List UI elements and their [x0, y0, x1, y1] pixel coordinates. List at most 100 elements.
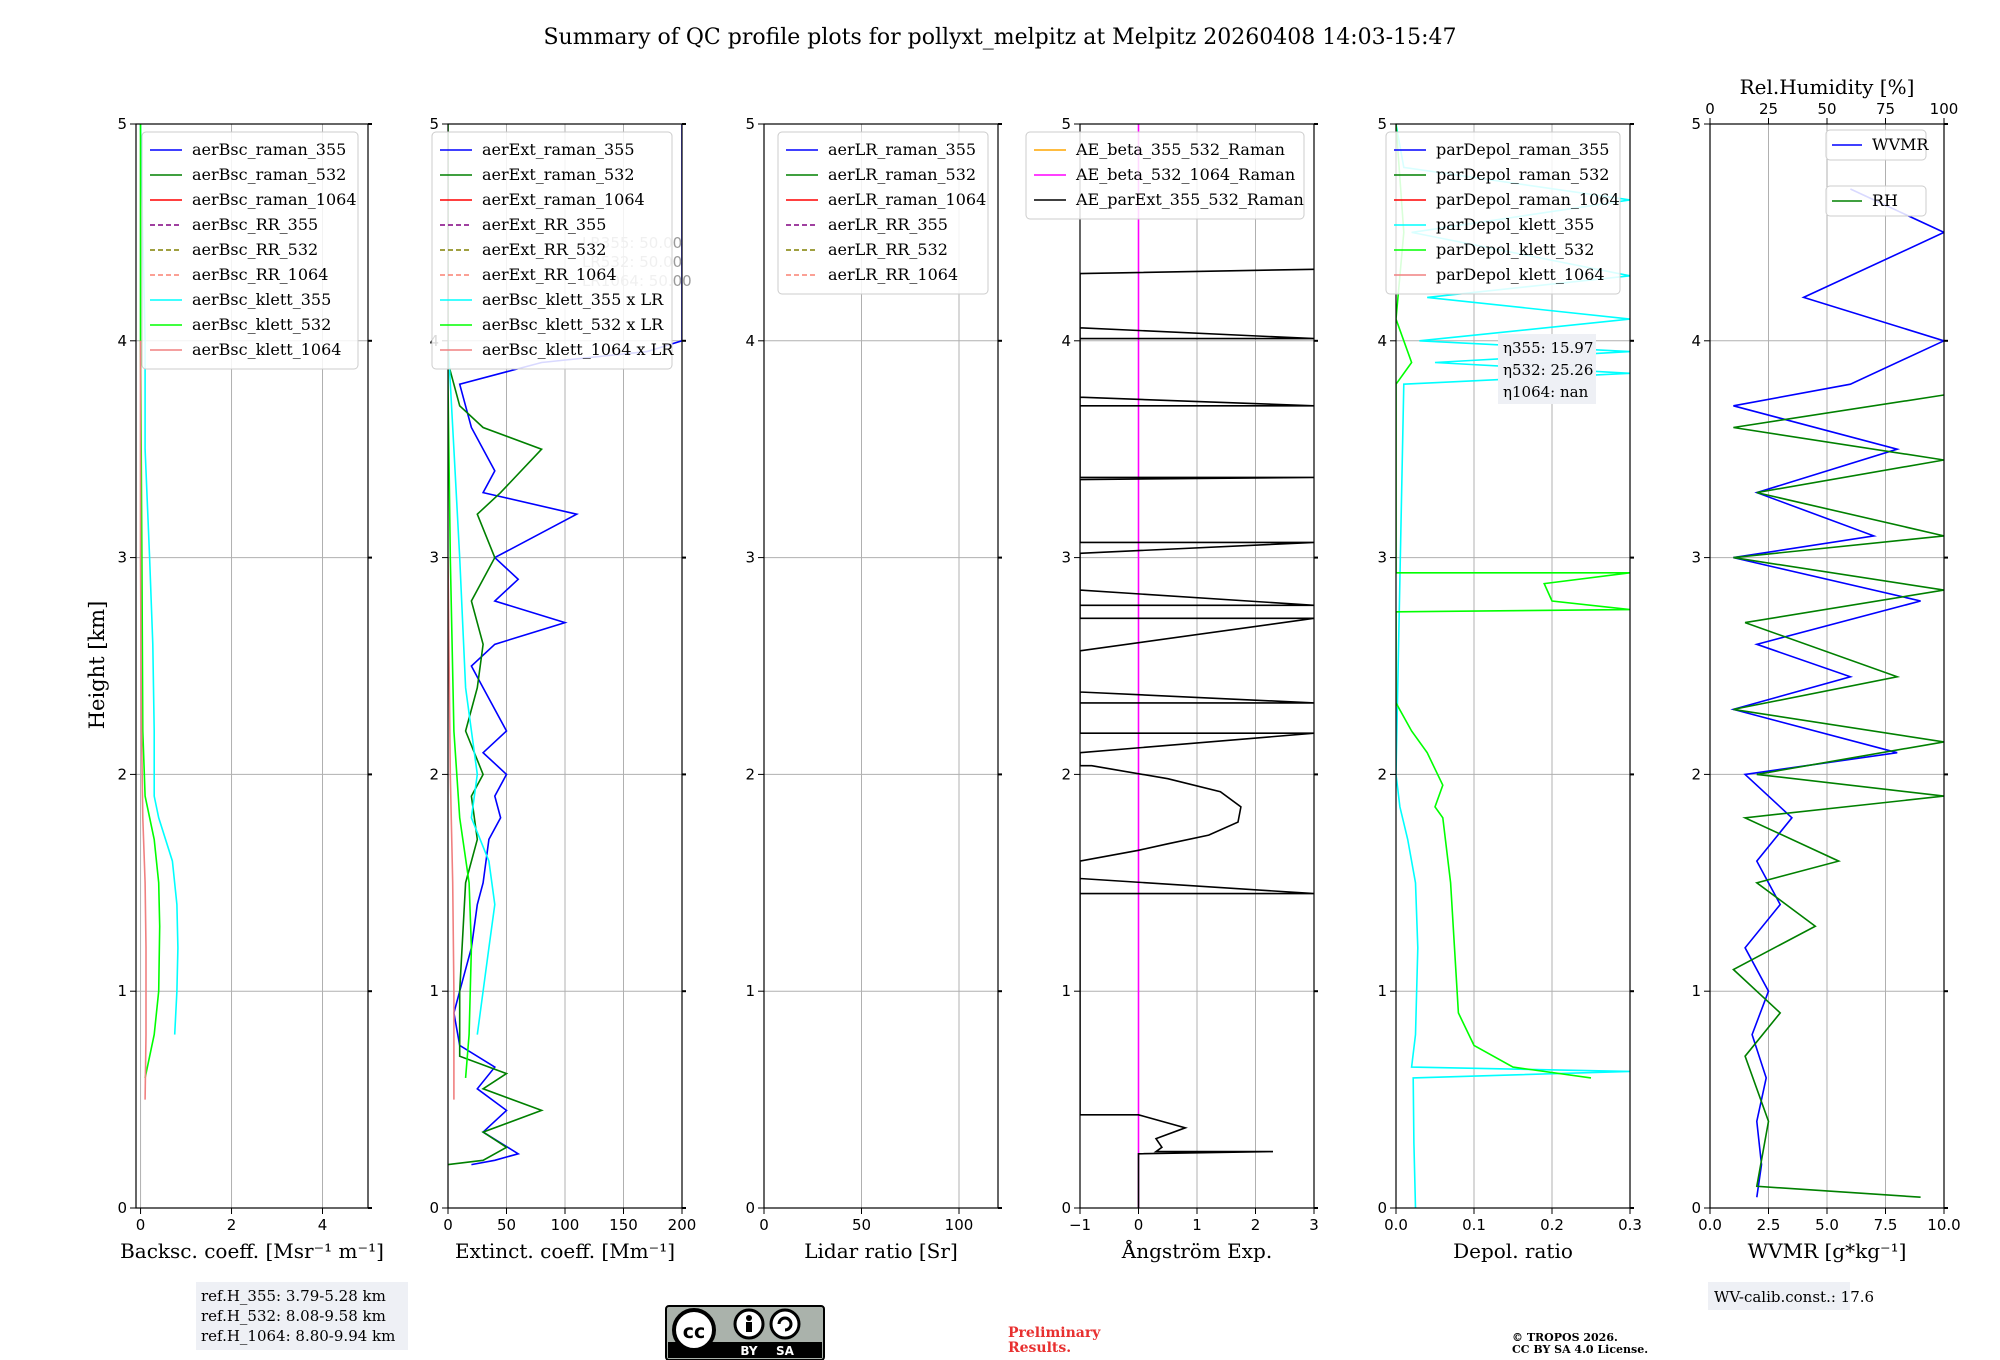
legend-label: parDepol_klett_1064	[1436, 265, 1605, 284]
y-tick-label: 3	[1377, 549, 1387, 567]
x-axis-label: Lidar ratio [Sr]	[804, 1239, 958, 1263]
y-tick-label: 4	[1691, 332, 1701, 350]
x-tick-label: 150	[609, 1216, 638, 1234]
legend-box	[777, 131, 989, 295]
x-tick-label: 1	[1192, 1216, 1202, 1234]
legend-label: aerExt_RR_532	[482, 240, 606, 259]
legend-label: aerBsc_raman_532	[192, 165, 346, 184]
eta-532: η532: 25.26	[1503, 361, 1593, 379]
y-tick-label: 3	[117, 549, 127, 567]
x-tick-label: 0.3	[1618, 1216, 1642, 1234]
y-tick-label: 1	[1377, 982, 1387, 1000]
x-tick-label: 4	[318, 1216, 328, 1234]
y-tick-label: 5	[745, 115, 755, 133]
attribution-icon-head	[746, 1315, 752, 1321]
top-tick-label: 100	[1930, 100, 1959, 118]
legend-label: aerExt_raman_1064	[482, 190, 645, 209]
eta-1064: η1064: nan	[1503, 383, 1589, 401]
legend-label: aerExt_RR_1064	[482, 265, 617, 284]
cc-logo-icon	[672, 1308, 716, 1352]
legend-label: aerBsc_klett_355 x LR	[482, 290, 664, 309]
legend-label: aerExt_raman_355	[482, 140, 635, 159]
legend-label: aerBsc_klett_532 x LR	[482, 315, 664, 334]
series-aerBsc_klett_532	[139, 124, 161, 1079]
y-tick-label: 1	[117, 982, 127, 1000]
y-tick-label: 2	[1377, 765, 1387, 783]
wv-calib-box: WV-calib.const.: 17.6	[1708, 1282, 1874, 1310]
series-RH	[1732, 394, 1944, 1198]
eta-box-background	[1498, 334, 1596, 404]
legend-ext: aerExt_raman_355 aerExt_raman_532 aerExt_r…	[431, 131, 674, 370]
cc-license-badge: cc BY SA	[665, 1305, 825, 1360]
x-axis-label: Ångström Exp.	[1121, 1238, 1272, 1263]
legend-label: parDepol_raman_355	[1436, 140, 1609, 159]
series-aerExt_raman_532	[448, 362, 544, 1166]
results-label: Results.	[1008, 1340, 1071, 1356]
legend-label: aerLR_raman_355	[828, 140, 976, 159]
top-tick-label: 50	[1817, 100, 1836, 118]
y-tick-label: 5	[1691, 115, 1701, 133]
series-WVMR	[1730, 188, 1944, 1198]
x-tick-label: 0.0	[1698, 1216, 1722, 1234]
y-axis-label: Height [km]	[85, 601, 109, 730]
top-tick-label: 25	[1759, 100, 1778, 118]
legend-label: aerLR_raman_532	[828, 165, 976, 184]
x-tick-label: 50	[497, 1216, 516, 1234]
y-tick-label: 2	[429, 765, 439, 783]
legend-label: aerBsc_raman_355	[192, 140, 346, 159]
x-tick-label: 10.0	[1927, 1216, 1960, 1234]
legend-label: AE_parExt_355_532_Raman	[1075, 190, 1304, 209]
copyright-line-1: © TROPOS 2026.	[1512, 1331, 1618, 1344]
legend-lr: aerLR_raman_355 aerLR_raman_532 aerLR_rama…	[777, 131, 989, 295]
legend-box	[1025, 131, 1305, 220]
x-tick-label: 0	[1134, 1216, 1144, 1234]
top-axis-label: Rel.Humidity [%]	[1740, 75, 1915, 99]
legend-label: aerBsc_RR_532	[192, 240, 318, 259]
x-tick-label: 0.2	[1540, 1216, 1564, 1234]
x-tick-label: 200	[668, 1216, 697, 1234]
y-tick-label: 4	[745, 332, 755, 350]
y-tick-label: 1	[745, 982, 755, 1000]
x-tick-label: 7.5	[1874, 1216, 1898, 1234]
legend-label: aerLR_raman_1064	[828, 190, 986, 209]
legend-label: aerBsc_klett_1064	[192, 340, 341, 359]
legend-ae: AE_beta_355_532_Raman AE_beta_532_1064_Ra…	[1025, 131, 1305, 220]
x-axis-label: Extinct. coeff. [Mm⁻¹]	[455, 1239, 675, 1263]
ref-height-532: ref.H_532: 8.08-9.58 km	[201, 1307, 386, 1325]
ref-height-box: ref.H_355: 3.79-5.28 km ref.H_532: 8.08-…	[196, 1282, 408, 1350]
wv-calib-box-background	[1708, 1282, 1850, 1310]
legend-wv: WVMR RH	[1825, 129, 1929, 217]
legend-label: parDepol_raman_1064	[1436, 190, 1620, 209]
y-tick-label: 2	[745, 765, 755, 783]
y-tick-label: 2	[1691, 765, 1701, 783]
panels-container: 0 2 4 0 1 2 3 4 5 Backsc. coeff. [Msr⁻¹ m⁻¹] aerBs…	[117, 75, 1960, 1263]
x-tick-label: 100	[551, 1216, 580, 1234]
legend-box	[141, 131, 359, 370]
y-tick-label: 0	[1691, 1199, 1701, 1217]
x-tick-label: 0.0	[1384, 1216, 1408, 1234]
y-tick-label: 5	[1061, 115, 1071, 133]
y-tick-label: 4	[117, 332, 127, 350]
x-tick-label: −1	[1069, 1216, 1091, 1234]
y-tick-label: 4	[1061, 332, 1071, 350]
panel-depol: 0.0 0.1 0.2 0.3 0 1 2 3 4 5 Depol. ratio parDepol_r…	[1377, 115, 1641, 1263]
top-tick-label: 75	[1876, 100, 1895, 118]
figure-title: Summary of QC profile plots for pollyxt_…	[543, 25, 1456, 50]
y-tick-label: 1	[1691, 982, 1701, 1000]
legend-label: AE_beta_355_532_Raman	[1075, 140, 1285, 159]
y-tick-label: 3	[1691, 549, 1701, 567]
x-tick-label: 0	[136, 1216, 146, 1234]
legend-label: aerBsc_RR_1064	[192, 265, 328, 284]
series-aerBsc_klett_1064	[139, 340, 147, 1100]
ref-height-355: ref.H_355: 3.79-5.28 km	[201, 1287, 386, 1305]
y-tick-label: 0	[745, 1199, 755, 1217]
legend-box	[1825, 129, 1927, 161]
x-tick-label: 50	[852, 1216, 871, 1234]
legend-label: parDepol_raman_532	[1436, 165, 1609, 184]
top-tick-label: 0	[1705, 100, 1715, 118]
legend-bsc: aerBsc_raman_355 aerBsc_raman_532 aerBsc_r…	[141, 131, 359, 370]
legend-label: aerExt_RR_355	[482, 215, 606, 234]
panel-wv: 0.0 2.5 5.0 7.5 10.0 0 1 2 3 4 5 WVMR [g*kg⁻¹] 0 25 50…	[1691, 75, 1960, 1263]
copyright-line-2: CC BY SA 4.0 License.	[1512, 1343, 1648, 1356]
